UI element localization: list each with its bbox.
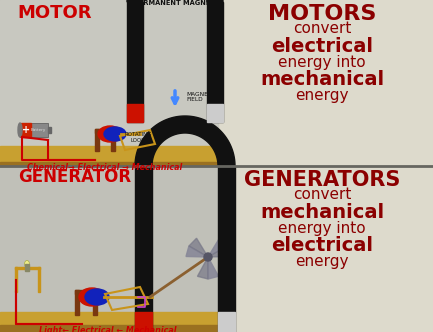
- Bar: [48, 127, 51, 133]
- Polygon shape: [0, 162, 218, 166]
- Ellipse shape: [18, 123, 22, 137]
- Text: MAGNETIC
FIELD: MAGNETIC FIELD: [186, 92, 217, 102]
- Text: energy into: energy into: [278, 55, 366, 70]
- Bar: [0, 166, 218, 332]
- Bar: [127, 104, 143, 122]
- Bar: [111, 129, 115, 151]
- Bar: [21, 123, 31, 137]
- Text: Chemical→ Electrical → Mechanical: Chemical→ Electrical → Mechanical: [27, 163, 183, 172]
- Text: Light← Electrical ← Mechanical: Light← Electrical ← Mechanical: [39, 326, 177, 332]
- Polygon shape: [208, 257, 219, 279]
- Text: electrical: electrical: [271, 37, 373, 56]
- Ellipse shape: [85, 289, 109, 305]
- Bar: [95, 129, 115, 133]
- Circle shape: [204, 253, 212, 261]
- Polygon shape: [135, 116, 235, 166]
- Text: GENERATORS: GENERATORS: [244, 170, 400, 190]
- Bar: [0, 166, 218, 312]
- Polygon shape: [197, 257, 208, 279]
- Text: energy: energy: [295, 254, 349, 269]
- Bar: [38, 267, 40, 292]
- Ellipse shape: [98, 126, 122, 142]
- Text: electrical: electrical: [271, 236, 373, 255]
- Ellipse shape: [79, 288, 105, 306]
- Bar: [218, 166, 433, 332]
- Bar: [207, 104, 223, 122]
- Bar: [95, 129, 99, 151]
- Ellipse shape: [104, 127, 126, 141]
- Text: MOTORS: MOTORS: [268, 4, 376, 24]
- Bar: [15, 267, 40, 269]
- Bar: [135, 312, 152, 332]
- Text: energy: energy: [295, 88, 349, 103]
- Polygon shape: [0, 325, 218, 332]
- Text: energy into: energy into: [278, 221, 366, 236]
- Bar: [218, 0, 433, 166]
- Bar: [127, 2, 143, 122]
- Text: Battery: Battery: [30, 128, 46, 132]
- Bar: [207, 2, 223, 122]
- Bar: [20, 123, 48, 137]
- Bar: [93, 290, 97, 315]
- Polygon shape: [0, 146, 218, 162]
- Polygon shape: [208, 246, 230, 257]
- Polygon shape: [208, 238, 227, 257]
- Text: ROTATING
LOOP: ROTATING LOOP: [124, 132, 152, 143]
- Bar: [218, 312, 235, 332]
- Polygon shape: [0, 312, 218, 325]
- Bar: [0, 0, 218, 146]
- Text: convert: convert: [293, 21, 351, 36]
- Polygon shape: [186, 246, 208, 257]
- Ellipse shape: [25, 261, 29, 268]
- Text: MOTOR: MOTOR: [18, 4, 92, 22]
- Bar: [15, 267, 17, 292]
- Text: convert: convert: [293, 187, 351, 202]
- Bar: [75, 290, 79, 315]
- Bar: [0, 0, 218, 166]
- Text: mechanical: mechanical: [260, 70, 384, 89]
- Text: GENERATOR: GENERATOR: [19, 168, 132, 186]
- Bar: [75, 290, 97, 294]
- Bar: [25, 264, 29, 271]
- Polygon shape: [127, 0, 223, 2]
- Text: +: +: [22, 125, 30, 135]
- Bar: [135, 166, 152, 332]
- Bar: [218, 166, 235, 332]
- Text: mechanical: mechanical: [260, 203, 384, 222]
- Text: PERMANENT MAGNET: PERMANENT MAGNET: [134, 0, 216, 6]
- Polygon shape: [189, 238, 208, 257]
